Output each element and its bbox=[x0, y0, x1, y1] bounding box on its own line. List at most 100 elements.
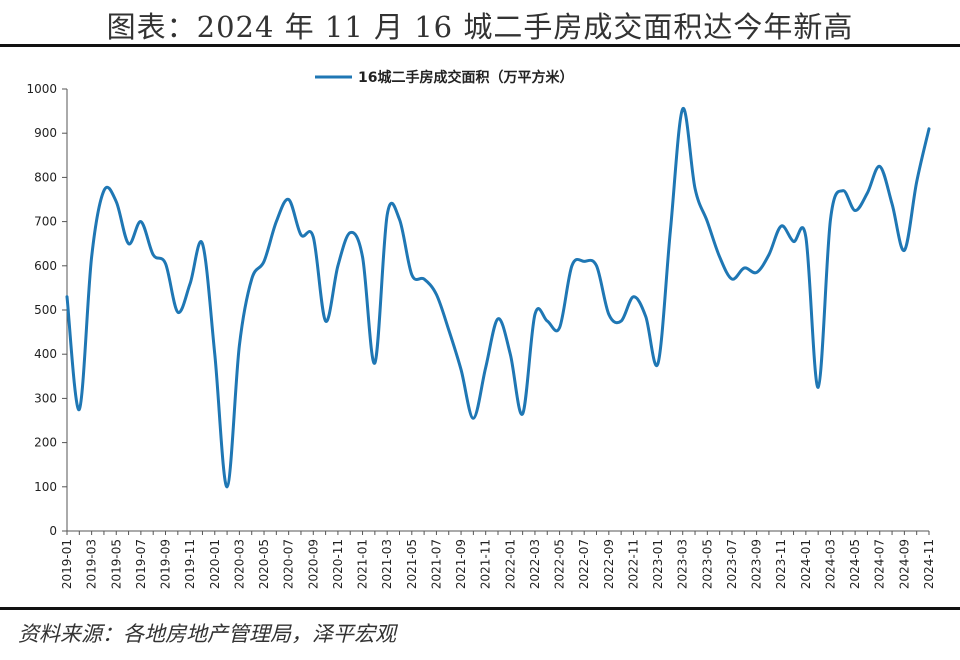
data-point bbox=[866, 192, 868, 194]
data-point bbox=[460, 368, 462, 370]
x-tick-label: 2021-07 bbox=[429, 539, 443, 589]
data-point bbox=[78, 408, 80, 410]
data-point bbox=[608, 313, 610, 315]
chart-series bbox=[65, 107, 931, 489]
line-chart: 0 100 200 300 400 500 600 700 800 900 1000 2019-01… bbox=[26, 69, 936, 589]
data-point bbox=[275, 220, 277, 222]
x-tick-label: 2020-03 bbox=[232, 539, 246, 589]
data-point bbox=[891, 203, 893, 205]
data-point bbox=[903, 249, 905, 251]
data-point bbox=[558, 326, 560, 328]
x-tick-label: 2023-07 bbox=[725, 539, 739, 589]
data-point bbox=[743, 267, 745, 269]
x-tick-label: 2019-03 bbox=[85, 539, 99, 589]
data-point bbox=[780, 225, 782, 227]
x-tick-label: 2024-07 bbox=[873, 539, 887, 589]
data-point bbox=[312, 236, 314, 238]
x-tick-label: 2022-01 bbox=[503, 539, 517, 589]
y-axis-ticks: 0 100 200 300 400 500 600 700 800 900 1000 bbox=[26, 82, 67, 538]
x-tick-label: 2022-09 bbox=[602, 539, 616, 589]
x-tick-label: 2020-01 bbox=[208, 539, 222, 589]
y-tick-label: 700 bbox=[34, 215, 57, 229]
data-point bbox=[164, 262, 166, 264]
data-point bbox=[152, 254, 154, 256]
y-tick-label: 300 bbox=[34, 391, 57, 405]
x-tick-label: 2021-09 bbox=[454, 539, 468, 589]
chart-axes bbox=[66, 89, 929, 532]
data-point bbox=[534, 313, 536, 315]
top-rule bbox=[0, 44, 960, 47]
data-point bbox=[632, 296, 634, 298]
data-point bbox=[484, 366, 486, 368]
x-tick-label: 2019-01 bbox=[60, 539, 74, 589]
x-tick-label: 2024-05 bbox=[848, 539, 862, 589]
data-point bbox=[386, 214, 388, 216]
data-point bbox=[669, 229, 671, 231]
data-point bbox=[657, 362, 659, 364]
data-point bbox=[768, 254, 770, 256]
data-point bbox=[226, 486, 228, 488]
x-tick-label: 2024-01 bbox=[799, 539, 813, 589]
data-point bbox=[718, 256, 720, 258]
x-tick-label: 2021-03 bbox=[380, 539, 394, 589]
x-tick-label: 2023-09 bbox=[750, 539, 764, 589]
data-point bbox=[620, 320, 622, 322]
data-point bbox=[423, 278, 425, 280]
data-point bbox=[214, 353, 216, 355]
x-tick-label: 2023-01 bbox=[651, 539, 665, 589]
data-point bbox=[349, 231, 351, 233]
data-point bbox=[66, 296, 68, 298]
x-tick-label: 2022-11 bbox=[626, 539, 640, 589]
x-tick-label: 2024-11 bbox=[922, 539, 936, 589]
data-point bbox=[817, 386, 819, 388]
data-point bbox=[928, 128, 930, 130]
data-point bbox=[324, 320, 326, 322]
x-tick-label: 2022-07 bbox=[577, 539, 591, 589]
data-point bbox=[448, 329, 450, 331]
data-point bbox=[263, 260, 265, 262]
data-point bbox=[645, 315, 647, 317]
data-point bbox=[915, 181, 917, 183]
data-point bbox=[411, 273, 413, 275]
data-point bbox=[103, 189, 105, 191]
x-tick-label: 2021-05 bbox=[405, 539, 419, 589]
x-tick-label: 2020-09 bbox=[306, 539, 320, 589]
x-tick-label: 2023-11 bbox=[774, 539, 788, 589]
data-point bbox=[90, 256, 92, 258]
data-point bbox=[287, 198, 289, 200]
data-point bbox=[583, 260, 585, 262]
data-point bbox=[127, 243, 129, 245]
series-line bbox=[65, 107, 931, 489]
y-tick-label: 500 bbox=[34, 303, 57, 317]
x-tick-label: 2020-11 bbox=[331, 539, 345, 589]
data-point bbox=[731, 278, 733, 280]
data-point bbox=[251, 278, 253, 280]
data-point bbox=[854, 209, 856, 211]
data-point bbox=[435, 293, 437, 295]
y-tick-label: 0 bbox=[49, 524, 57, 538]
data-point bbox=[546, 320, 548, 322]
page-title: 图表：2024 年 11 月 16 城二手房成交面积达今年新高 bbox=[106, 10, 854, 44]
x-tick-label: 2019-09 bbox=[159, 539, 173, 589]
x-tick-label: 2021-01 bbox=[356, 539, 370, 589]
data-point bbox=[509, 353, 511, 355]
y-tick-label: 900 bbox=[34, 126, 57, 140]
chart-legend: 16城二手房成交面积（万平方米） bbox=[315, 69, 573, 86]
source-note: 资料来源：各地房地产管理局，泽平宏观 bbox=[18, 622, 396, 646]
data-point bbox=[706, 220, 708, 222]
data-point bbox=[115, 201, 117, 203]
data-point bbox=[805, 236, 807, 238]
data-point bbox=[521, 413, 523, 415]
data-point bbox=[361, 256, 363, 258]
x-tick-label: 2019-05 bbox=[109, 539, 123, 589]
data-point bbox=[571, 265, 573, 267]
y-tick-label: 400 bbox=[34, 347, 57, 361]
x-tick-label: 2022-03 bbox=[528, 539, 542, 589]
data-point bbox=[201, 243, 203, 245]
x-tick-label: 2024-09 bbox=[897, 539, 911, 589]
data-point bbox=[300, 234, 302, 236]
y-tick-label: 200 bbox=[34, 436, 57, 450]
x-tick-label: 2021-11 bbox=[479, 539, 493, 589]
data-point bbox=[879, 165, 881, 167]
y-tick-label: 600 bbox=[34, 259, 57, 273]
